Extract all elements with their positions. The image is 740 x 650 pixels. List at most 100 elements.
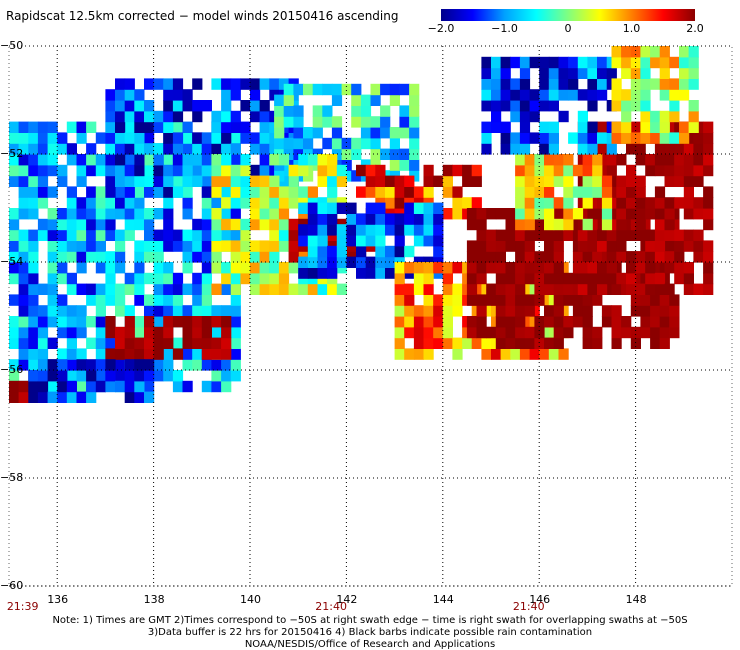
time-label: 21:39 [6, 600, 39, 613]
heatmap-cell [172, 380, 184, 393]
heatmap-cell [674, 262, 685, 274]
heatmap-cell [163, 229, 174, 241]
heatmap-cell [703, 121, 714, 133]
heatmap-cell [211, 380, 222, 393]
heatmap-cell [172, 305, 184, 317]
heatmap-cell [331, 94, 343, 106]
heatmap-cell [115, 229, 126, 241]
heatmap-cell [645, 197, 656, 209]
heatmap-cell [259, 110, 270, 123]
heatmap-cell [611, 121, 622, 133]
heatmap-cell [105, 283, 116, 295]
heatmap-cell [312, 83, 323, 96]
heatmap-cell [259, 164, 270, 177]
heatmap-cell [192, 110, 203, 123]
heatmap-cell [370, 127, 381, 139]
heatmap-cell [659, 316, 670, 328]
heatmap-cell [28, 262, 39, 274]
heatmap-cell [413, 272, 425, 285]
heatmap-cell [37, 132, 49, 144]
heatmap-cell [452, 164, 463, 177]
heatmap-cell [703, 218, 714, 231]
heatmap-cell [163, 164, 174, 177]
heatmap-cell [394, 235, 405, 247]
heatmap-cell [144, 218, 155, 231]
heatmap-cell [57, 251, 68, 263]
heatmap-cell [115, 337, 126, 349]
heatmap-cell [105, 132, 116, 144]
heatmap-cell [230, 359, 241, 371]
heatmap-cell [76, 154, 87, 166]
heatmap-cell [423, 202, 434, 214]
heatmap-cell [105, 154, 116, 166]
heatmap-cell [28, 132, 39, 144]
heatmap-cell [95, 316, 106, 328]
heatmap-cell [57, 359, 68, 371]
heatmap-cell [577, 89, 588, 101]
heatmap-cell [163, 283, 174, 295]
heatmap-cell [182, 348, 193, 360]
heatmap-cell [505, 262, 516, 274]
heatmap-cell [283, 105, 294, 117]
heatmap-cell [385, 213, 396, 225]
heatmap-cell [519, 78, 531, 90]
heatmap-cell [654, 283, 666, 295]
heatmap-cell [327, 283, 338, 295]
heatmap-cell [76, 208, 87, 220]
heatmap-cell [592, 294, 603, 306]
heatmap-cell [423, 272, 434, 285]
heatmap-cell [144, 359, 155, 371]
heatmap-cell [192, 294, 203, 306]
heatmap-cell [423, 175, 434, 187]
heatmap-cell [115, 100, 126, 112]
heatmap-cell [577, 110, 588, 123]
heatmap-cell [182, 89, 193, 101]
heatmap-cell [134, 100, 145, 112]
heatmap-cell [144, 272, 155, 285]
heatmap-cell [172, 294, 184, 306]
heatmap-cell [230, 89, 241, 101]
heatmap-cell [124, 272, 135, 285]
heatmap-cell [86, 391, 97, 403]
heatmap-cell [650, 294, 661, 306]
heatmap-cell [57, 380, 68, 393]
heatmap-cell [115, 164, 126, 177]
heatmap-cell [568, 56, 579, 69]
heatmap-cell [182, 380, 193, 393]
heatmap-cell [144, 143, 155, 155]
heatmap-cell [317, 202, 328, 214]
heatmap-cell [616, 251, 627, 263]
heatmap-cell [563, 208, 574, 220]
heatmap-cell [230, 143, 241, 155]
heatmap-cell [558, 56, 569, 69]
heatmap-cell [134, 391, 145, 403]
heatmap-cell [481, 132, 492, 144]
heatmap-cell [57, 272, 68, 285]
heatmap-cell [519, 121, 531, 133]
heatmap-cell [558, 78, 569, 90]
heatmap-cell [144, 305, 155, 317]
heatmap-cell [693, 132, 704, 144]
heatmap-cell [163, 294, 174, 306]
heatmap-cell [534, 208, 545, 220]
heatmap-cell [476, 294, 487, 306]
heatmap-cell [582, 218, 593, 231]
heatmap-cell [201, 175, 212, 187]
heatmap-cell [259, 251, 270, 263]
heatmap-cell [201, 348, 212, 360]
heatmap-cell [669, 56, 680, 69]
heatmap-cell [192, 164, 203, 177]
heatmap-cell [211, 316, 222, 328]
heatmap-cell [230, 348, 241, 360]
colorbar-tick-label: −1.0 [491, 22, 518, 35]
x-tick-label: 142 [336, 593, 358, 606]
heatmap-cell [654, 240, 666, 252]
heatmap-cell [611, 337, 622, 349]
heatmap-cell [211, 121, 222, 133]
heatmap-cell [76, 218, 87, 231]
heatmap-cell [659, 337, 670, 349]
heatmap-cell [621, 316, 632, 328]
heatmap-cell [9, 251, 20, 263]
heatmap-cell [182, 164, 193, 177]
heatmap-cell [365, 202, 376, 214]
